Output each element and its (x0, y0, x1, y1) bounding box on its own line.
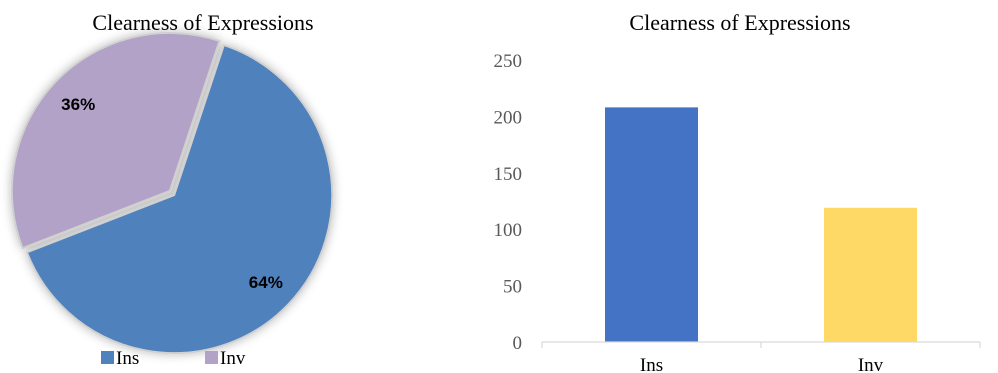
legend-label-inv: Inv (220, 348, 246, 369)
pie-chart-panel: Clearness of Expressions 64% 36% Ins Inv (0, 0, 345, 373)
x-category-label-ins: Ins (640, 355, 663, 373)
pie-label-inv: 36% (61, 95, 95, 114)
pie-chart: Clearness of Expressions 64% 36% Ins Inv (10, 10, 334, 369)
bar-chart-title: Clearness of Expressions (629, 10, 850, 35)
bar-ins (605, 107, 698, 342)
y-tick-label: 200 (494, 107, 523, 128)
bar-chart: Clearness of Expressions 0 50 100 150 200 250… (494, 10, 981, 373)
pie-chart-title: Clearness of Expressions (92, 10, 313, 35)
pie-slice-inv (10, 31, 221, 250)
pie-label-ins: 64% (249, 273, 283, 292)
y-tick-label: 250 (494, 51, 523, 72)
legend-label-ins: Ins (116, 348, 139, 369)
bar-chart-panel: Clearness of Expressions 0 50 100 150 200 250… (460, 0, 998, 373)
y-tick-label: 50 (503, 277, 522, 298)
y-tick-label: 150 (494, 164, 523, 185)
x-category-label-inv: Inv (858, 355, 884, 373)
legend-swatch-inv (205, 351, 218, 364)
bar-inv (824, 207, 917, 342)
pie-slice-ins (25, 43, 334, 355)
y-tick-label: 100 (494, 220, 523, 241)
y-tick-label: 0 (513, 333, 523, 354)
legend-swatch-ins (101, 351, 114, 364)
